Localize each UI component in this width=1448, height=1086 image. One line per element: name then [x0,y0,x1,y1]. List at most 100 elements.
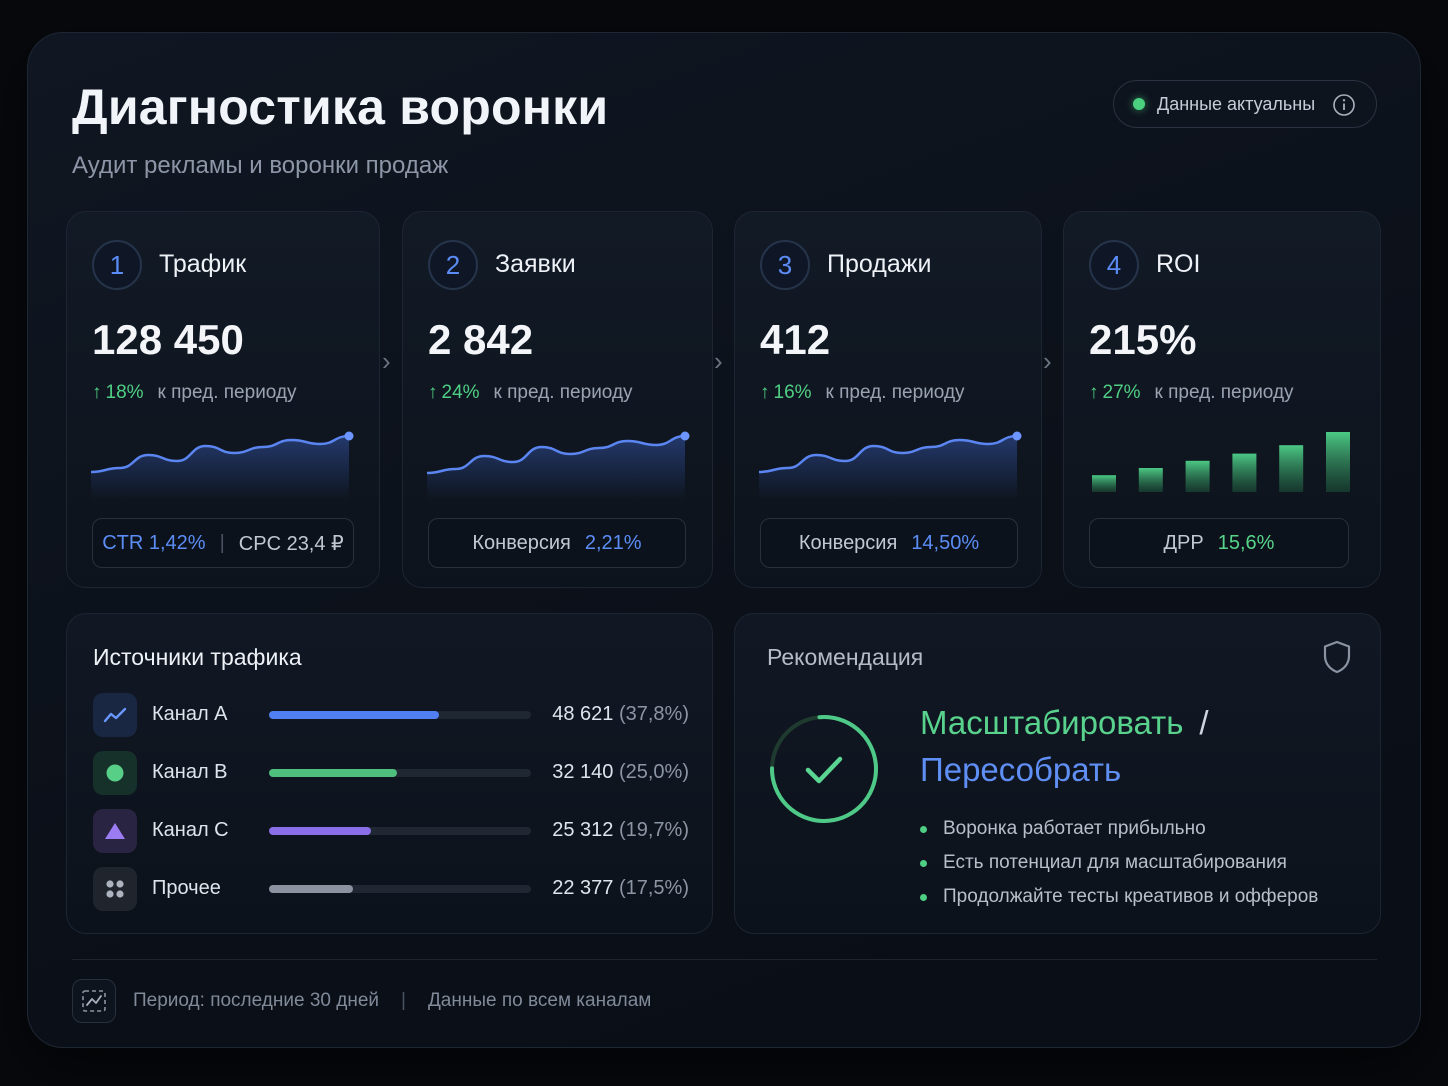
step-badge: 4 [1089,240,1139,290]
source-value: 22 377 (17,5%) [552,877,689,900]
funnel-card-sales[interactable]: 3 Продажи 412 ↑ 16% к пред. периоду Конв… [734,211,1042,588]
sparkline-chart [426,431,690,500]
bullet-icon [920,859,927,867]
list-item: Есть потенциал для масштабирования [920,846,1318,880]
card-value: 215% [1089,316,1197,363]
sparkline-point [1012,431,1022,441]
source-count: 48 621 [552,703,614,725]
roi-bar [1092,475,1116,492]
source-progress-fill [269,827,372,835]
funnel-card-roi[interactable]: 4 ROI 215% ↑ 27% к пред. периоду ДРР 15,… [1063,211,1381,588]
card-value: 2 842 [428,316,534,363]
roi-bar [1279,445,1304,492]
metric-box: Конверсия 2,21% [428,518,686,568]
step-badge: 1 [92,240,142,290]
arrow-up-icon: ↑ [428,382,438,403]
source-progress-track [269,769,531,777]
metric-value: 15,6% [1217,531,1275,554]
card-title: ROI [1156,250,1201,278]
card-title: Заявки [495,250,576,278]
check-circle-icon [770,715,878,823]
metric-label: ДРР [1163,531,1204,554]
info-icon[interactable] [1332,93,1356,117]
headline-rebuild: Пересобрать [920,751,1122,788]
footer-scope: Данные по всем каналам [427,990,652,1011]
source-progress-track [269,827,531,835]
arrow-up-icon: ↑ [760,382,770,403]
source-value: 25 312 (19,7%) [552,819,689,842]
source-progress-fill [269,769,398,777]
footer-divider [72,959,1377,960]
sparkline-line [90,434,350,474]
metric-value: 14,50% [911,531,980,554]
circle-icon [93,751,137,795]
recommendation-panel: Рекомендация Масштабировать / Пересобрать… [734,613,1381,934]
ctr-label: CTR 1,42% [102,531,206,554]
source-name: Прочее [152,877,221,899]
delta-value: 27% [1102,382,1141,403]
card-delta: ↑ 18% к пред. периоду [92,382,297,404]
sparkline-line [758,434,1018,474]
list-item: Продолжайте тесты креативов и офферов [920,880,1318,914]
source-progress-track [269,885,531,893]
list-item-text: Продолжайте тесты креативов и офферов [943,886,1319,907]
delta-text: к пред. периоду [157,382,297,403]
source-progress-track [269,711,531,719]
card-delta: ↑ 24% к пред. периоду [428,382,633,404]
chevron-right-icon: › [714,346,723,376]
funnel-card-leads[interactable]: 2 Заявки 2 842 ↑ 24% к пред. периоду Кон… [402,211,713,588]
source-row[interactable]: Прочее 22 377 (17,5%) [93,867,693,911]
sparkline-chart [758,431,1022,500]
grid-dots-icon [93,867,137,911]
bullet-icon [920,893,927,901]
source-count: 25 312 [552,819,614,841]
data-status-badge[interactable]: Данные актуальны [1113,80,1377,128]
metric-box: CTR 1,42% | CPC 23,4 ₽ [92,518,354,568]
roi-bar [1138,468,1163,492]
source-row[interactable]: Канал C 25 312 (19,7%) [93,809,693,853]
section-title: Источники трафика [93,644,302,670]
card-value: 412 [760,316,831,363]
sparkline-area [91,436,349,500]
step-badge: 3 [760,240,810,290]
metric-value: 2,21% [584,531,642,554]
metric-label: Конверсия [798,531,898,554]
delta-text: к пред. периоду [825,382,965,403]
source-count: 22 377 [552,877,614,899]
recommendation-headline: Масштабировать / [920,704,1209,742]
source-row[interactable]: Канал B 32 140 (25,0%) [93,751,693,795]
metric-box: ДРР 15,6% [1089,518,1349,568]
delta-text: к пред. периоду [1154,382,1294,403]
step-badge: 2 [428,240,478,290]
delta-value: 24% [441,382,480,403]
list-item-text: Есть потенциал для масштабирования [943,852,1287,873]
arrow-up-icon: ↑ [92,382,102,403]
page-subtitle: Аудит рекламы и воронки продаж [72,152,449,179]
card-title: Продажи [827,250,932,278]
footer-info: Период: последние 30 дней | Данные по вс… [133,990,651,1012]
status-dot-icon [1133,98,1145,110]
delta-text: к пред. периоду [493,382,633,403]
source-progress-fill [269,885,353,893]
metric-divider: | [219,531,225,554]
source-row[interactable]: Канал A 48 621 (37,8%) [93,693,693,737]
source-name: Канал C [152,819,229,841]
headline-scale: Масштабировать [920,704,1184,741]
source-percent: (17,5%) [618,877,689,899]
cpc-label: CPC 23,4 ₽ [238,532,344,555]
headline-slash: / [1199,704,1209,741]
sparkline-point [680,431,690,441]
list-item-text: Воронка работает прибыльно [943,818,1206,839]
traffic-sources-panel: Источники трафика Канал A 48 621 (37,8%) К… [66,613,713,934]
chevron-right-icon: › [382,346,391,376]
funnel-card-traffic[interactable]: 1 Трафик 128 450 ↑ 18% к пред. периоду C… [66,211,380,588]
card-value: 128 450 [92,316,244,363]
sparkline-chart [90,431,354,500]
status-label: Данные актуальны [1157,93,1316,114]
source-percent: (19,7%) [618,819,689,841]
delta-value: 16% [773,382,812,403]
sparkline-area [427,436,685,500]
sparkline-point [344,431,354,441]
source-progress-fill [269,711,440,719]
source-value: 48 621 (37,8%) [552,703,689,726]
